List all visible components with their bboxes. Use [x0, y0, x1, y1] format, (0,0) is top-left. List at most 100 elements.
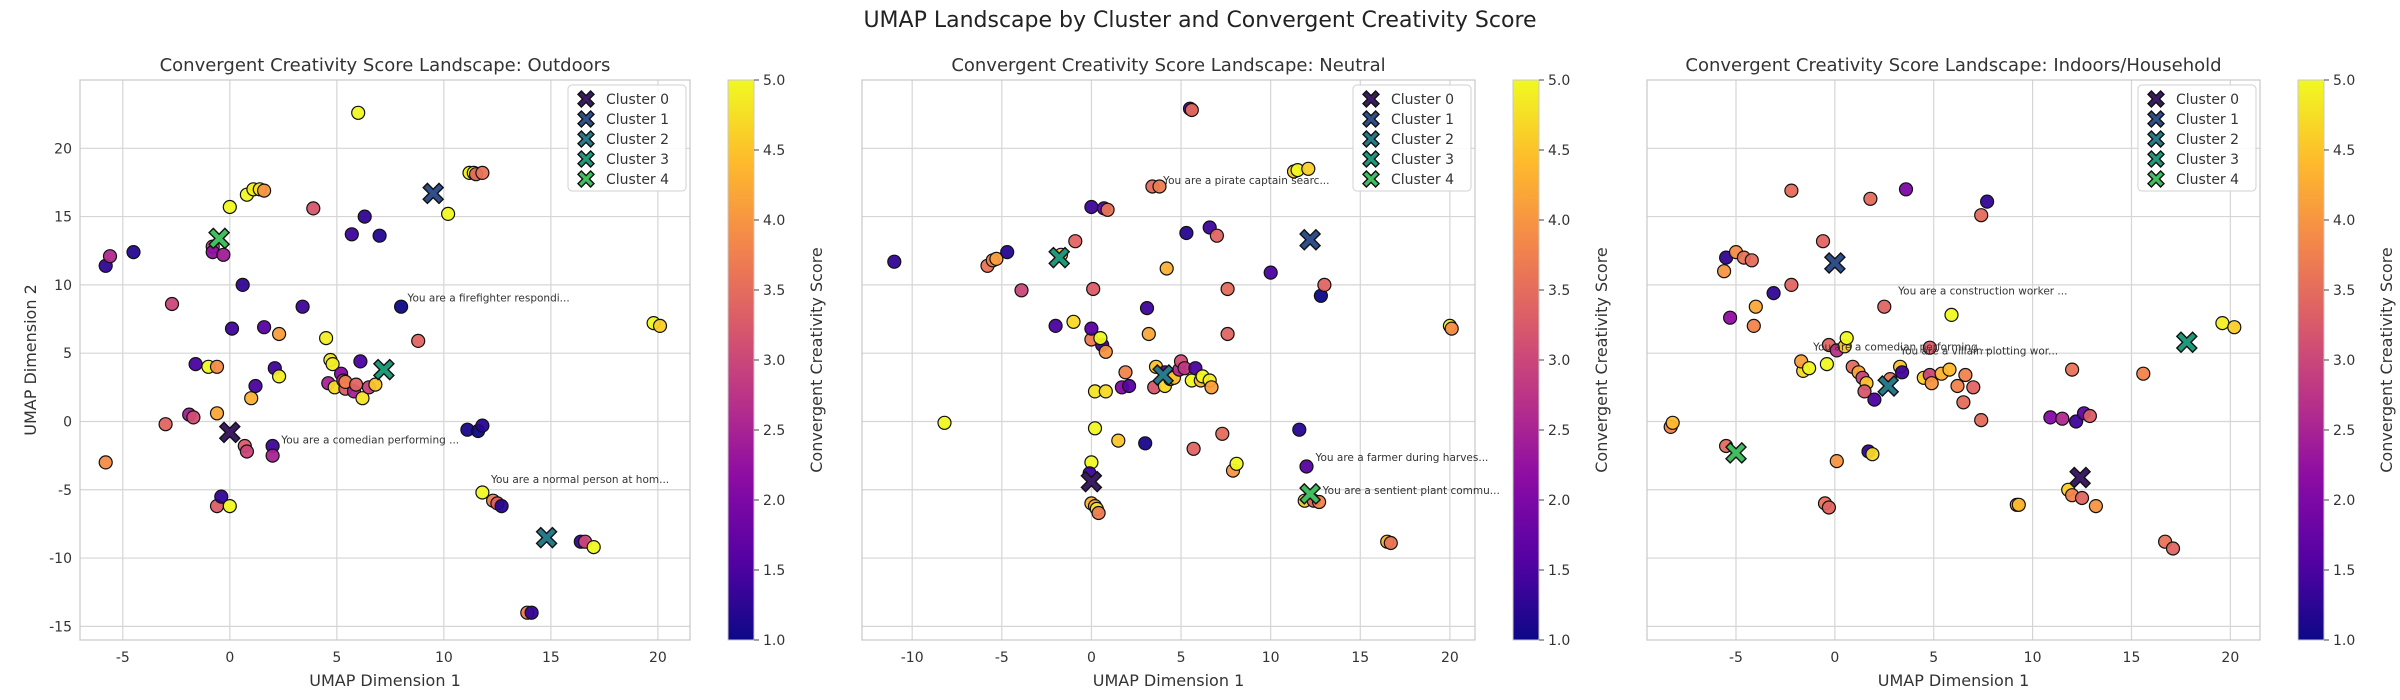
legend-entry-label: Cluster 4	[2176, 172, 2239, 188]
data-point	[1766, 286, 1781, 301]
data-point	[1801, 361, 1817, 376]
y-tick-label: 20	[54, 141, 72, 157]
legend-entry-label: Cluster 2	[2176, 132, 2239, 148]
data-point	[1121, 378, 1137, 394]
x-tick-label: -10	[901, 650, 924, 666]
data-point	[1744, 253, 1759, 268]
point-annotation: You are a construction worker ...	[1897, 285, 2067, 297]
colorbar-tick-label: 3.0	[1548, 353, 1570, 369]
data-point	[1152, 179, 1167, 194]
data-point	[2065, 362, 2080, 377]
panel-title: Convergent Creativity Score Landscape: I…	[1685, 55, 2221, 76]
colorbar-tick-label: 3.0	[763, 353, 785, 369]
colorbar-tick-label: 2.5	[763, 423, 785, 439]
colorbar-tick-label: 1.0	[1548, 633, 1570, 649]
colorbar-tick-label: 3.0	[2333, 353, 2355, 369]
cluster-centroid-0	[2069, 466, 2092, 489]
colorbar-gradient	[728, 80, 754, 640]
colorbar-tick-label: 2.5	[1548, 423, 1570, 439]
data-point	[1821, 500, 1837, 515]
data-point	[1299, 459, 1314, 474]
data-point	[2074, 490, 2090, 506]
x-tick-label: -5	[995, 650, 1009, 666]
data-point	[1784, 183, 1799, 198]
data-point	[368, 377, 383, 392]
data-point	[257, 183, 272, 198]
data-point	[214, 489, 229, 504]
legend-entry-label: Cluster 2	[606, 132, 669, 148]
scatter-panel-2: -10 -5 0 5 10 15 20 UMAP Dimension 1 Convergent …	[861, 55, 1611, 690]
data-point	[1138, 436, 1153, 451]
data-point	[357, 209, 372, 224]
x-tick-label: 10	[1262, 650, 1280, 666]
data-point	[1877, 299, 1892, 314]
x-tick-label: 15	[542, 650, 560, 666]
data-point	[344, 227, 359, 242]
data-point	[524, 605, 539, 620]
data-point	[475, 485, 490, 500]
colorbar-tick-label: 3.5	[1548, 283, 1570, 299]
data-point	[126, 245, 141, 260]
data-point	[353, 354, 368, 369]
legend-entry-label: Cluster 1	[606, 112, 669, 128]
colorbar-tick-label: 4.0	[1548, 213, 1570, 229]
x-tick-label: -5	[1729, 650, 1743, 666]
data-point	[2055, 411, 2070, 426]
legend-entry-label: Cluster 3	[2176, 152, 2239, 168]
data-point	[1722, 310, 1738, 325]
x-tick-label: 20	[1441, 650, 1459, 666]
colorbar-tick-label: 2.5	[2333, 423, 2355, 439]
legend-entry-label: Cluster 0	[2176, 92, 2239, 108]
cluster-centroid-2	[1877, 375, 1900, 397]
data-point	[989, 251, 1004, 266]
x-tick-label: 5	[1177, 650, 1186, 666]
colorbar: 1.0 1.5 2.0 2.5 3.0 3.5 4.0 4.5 5.0 Convergent Cr…	[1512, 73, 1611, 649]
data-point	[272, 326, 287, 342]
data-point	[1857, 384, 1872, 399]
data-point	[1301, 161, 1316, 176]
point-annotation: You are a comedian performing ...	[280, 434, 459, 446]
y-tick-label: 5	[63, 346, 72, 362]
colorbar-tick-label: 2.0	[2333, 493, 2355, 509]
data-point	[98, 455, 113, 470]
x-tick-label: 5	[1929, 650, 1938, 666]
data-point	[1292, 422, 1307, 437]
data-point	[1974, 413, 1989, 428]
data-point	[325, 357, 340, 372]
legend-entry-label: Cluster 0	[606, 92, 669, 108]
data-point	[1229, 456, 1244, 471]
y-tick-label: 10	[54, 278, 72, 294]
data-point	[1066, 314, 1081, 329]
x-tick-label: -5	[116, 650, 130, 666]
colorbar-tick-label: 5.0	[763, 73, 785, 89]
colorbar-gradient	[2298, 80, 2324, 640]
data-point	[222, 499, 237, 514]
data-point	[475, 418, 490, 433]
data-point	[239, 444, 254, 459]
colorbar-tick-label: 1.5	[1548, 563, 1570, 579]
data-point	[1118, 365, 1133, 380]
data-point	[394, 299, 409, 314]
data-point	[494, 499, 509, 514]
data-point	[216, 247, 231, 262]
cluster-centroid-4	[1725, 441, 1747, 464]
legend-entry-label: Cluster 1	[2176, 112, 2239, 128]
data-point	[1898, 182, 1914, 197]
colorbar-tick-label: 2.0	[763, 493, 785, 509]
panel-title: Convergent Creativity Score Landscape: N…	[951, 55, 1385, 76]
data-point	[1091, 505, 1106, 521]
data-point	[2215, 316, 2230, 331]
x-tick-label: 15	[2123, 650, 2141, 666]
x-tick-label: 15	[1351, 650, 1369, 666]
data-point	[1100, 202, 1115, 217]
data-point	[937, 415, 952, 430]
plot-frame	[79, 79, 691, 641]
y-tick-label: -5	[58, 483, 72, 499]
x-tick-label: 10	[2024, 650, 2042, 666]
data-point	[1068, 234, 1083, 249]
colorbar-label: Convergent Creativity Score	[2377, 247, 2396, 473]
data-point	[349, 377, 364, 392]
data-point	[1444, 321, 1459, 336]
plot-frame	[1646, 79, 2261, 641]
